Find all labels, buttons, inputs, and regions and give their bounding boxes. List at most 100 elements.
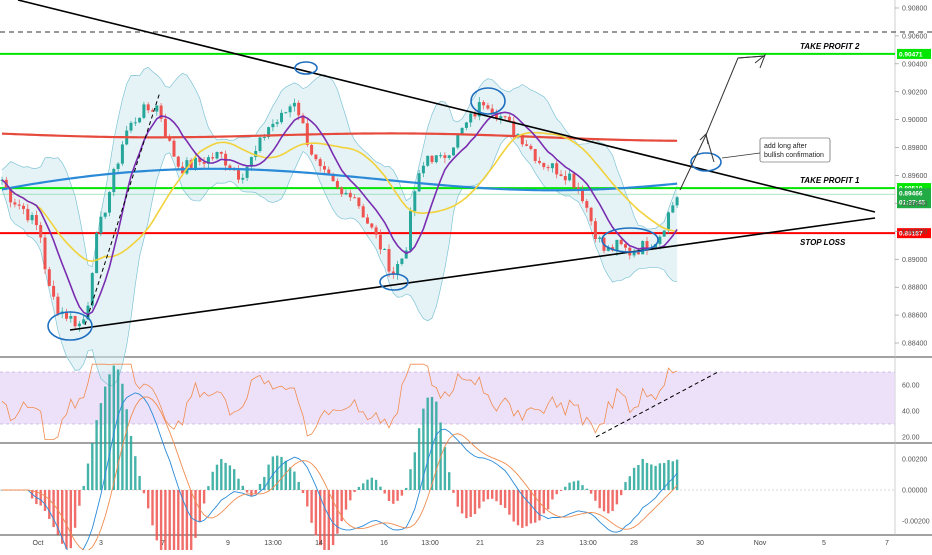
macd-histogram-bar [112, 365, 115, 490]
candle-body [482, 102, 486, 106]
macd-histogram-bar [99, 403, 103, 490]
price-tick-label: 0.89000 [902, 257, 927, 264]
arrow-head-tp2 [754, 53, 767, 69]
candle-body [477, 102, 481, 117]
candle-body [146, 104, 150, 111]
candle-body [215, 151, 219, 159]
rsi-tick-label: 20.00 [902, 435, 920, 442]
macd-histogram-bar [327, 490, 330, 551]
macd-histogram-bar [396, 490, 399, 501]
macd-histogram-bar [598, 490, 601, 509]
x-tick-label: 9 [226, 540, 230, 547]
candle-body [65, 311, 68, 319]
candle-body [555, 163, 559, 175]
candle-body [129, 122, 133, 131]
candle-body [619, 239, 623, 245]
macd-histogram-bar [159, 490, 163, 554]
macd-line [2, 392, 678, 555]
macd-histogram-bar [73, 490, 77, 528]
candle-body [516, 134, 520, 136]
candle-body [409, 210, 412, 251]
macd-histogram-bar [529, 490, 533, 524]
macd-histogram-bar [379, 486, 382, 490]
macd-histogram-bar [181, 490, 184, 555]
candle-body [155, 105, 159, 112]
candle-body [271, 123, 275, 128]
macd-histogram-bar [400, 490, 404, 496]
candle-body [636, 252, 640, 255]
price-tick-label: 0.88800 [902, 285, 927, 292]
macd-histogram-bar [177, 490, 180, 555]
candle-body [168, 136, 172, 141]
candle-body [361, 206, 365, 218]
macd-histogram-bar [185, 490, 189, 555]
x-tick-label: 13:00 [421, 540, 439, 547]
bollinger-band-fill [2, 67, 678, 386]
candle-body [43, 237, 47, 270]
macd-histogram-bar [224, 462, 227, 490]
level-price-tag [897, 48, 931, 59]
macd-histogram-bar [52, 490, 55, 528]
candle-body [133, 122, 137, 124]
candle-body [353, 197, 357, 199]
macd-histogram-bar [48, 490, 51, 519]
candle-body [258, 137, 262, 152]
macd-histogram-bar [495, 490, 498, 502]
macd-histogram-bar [413, 452, 416, 490]
macd-histogram-bar [306, 490, 309, 507]
x-tick-label: Oct [33, 540, 44, 547]
macd-histogram-bar [293, 471, 296, 490]
macd-histogram-bar [151, 490, 154, 526]
macd-histogram-bar [357, 486, 361, 490]
candle-body [546, 167, 550, 169]
macd-histogram-bar [538, 490, 541, 521]
macd-histogram-bar [310, 490, 313, 523]
candle-body [228, 165, 232, 169]
candle-body [241, 177, 245, 180]
macd-histogram-bar [641, 458, 644, 490]
macd-histogram-bar [344, 490, 348, 510]
candle-body [198, 157, 202, 163]
macd-histogram-bar [525, 490, 528, 527]
candle-body [568, 173, 572, 181]
candle-body [331, 175, 335, 182]
candle-body [73, 316, 77, 327]
candle-body [572, 173, 576, 188]
candle-body [357, 197, 361, 207]
candle-body [39, 225, 43, 238]
current-price-tag-text: 0.89466 [899, 191, 923, 198]
macd-histogram-bar [667, 460, 670, 490]
macd-histogram-bar [568, 482, 571, 490]
candle-body [288, 106, 292, 113]
highlight-circle [294, 61, 318, 75]
price-tick-label: 0.89600 [902, 173, 927, 180]
x-tick-label: 13:00 [579, 540, 597, 547]
candle-body [486, 105, 490, 109]
macd-histogram-bar [164, 490, 167, 555]
macd-histogram-bar [104, 386, 107, 490]
macd-histogram-bar [589, 490, 593, 494]
macd-tick-label: 0.00000 [902, 488, 927, 495]
macd-histogram-bar [263, 476, 266, 490]
macd-histogram-bar [233, 469, 236, 490]
macd-histogram-bar [645, 462, 649, 490]
level-price-tag [897, 183, 931, 194]
macd-histogram-bar [430, 396, 434, 490]
macd-histogram-bar [43, 490, 47, 511]
macd-histogram-bar [331, 490, 335, 546]
macd-histogram-bar [147, 490, 150, 509]
macd-histogram-bar [387, 490, 391, 502]
candle-body [585, 201, 589, 208]
candle-body [280, 112, 283, 123]
macd-histogram-bar [546, 490, 550, 510]
candle-body [525, 144, 529, 146]
highlight-circle [690, 152, 722, 172]
macd-histogram-bar [349, 490, 352, 501]
candle-body [335, 181, 339, 188]
candle-body [606, 247, 610, 251]
candle-body [430, 155, 434, 163]
candle-body [632, 252, 636, 256]
level-annotation: TAKE PROFIT 1 [800, 176, 860, 185]
